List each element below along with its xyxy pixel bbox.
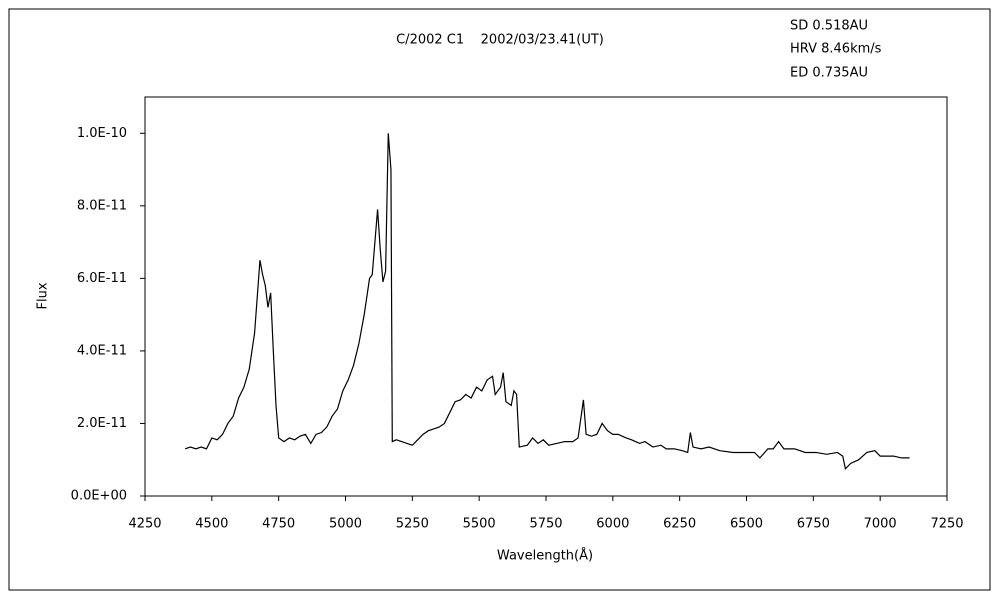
- x-tick-label: 6000: [596, 517, 629, 532]
- x-tick-label: 6750: [797, 517, 830, 532]
- plot-area: [144, 96, 948, 497]
- chart-title: C/2002 C1 2002/03/23.41(UT): [396, 33, 604, 48]
- x-tick-label: 6500: [730, 517, 763, 532]
- annotation: HRV 8.46km/s: [790, 42, 882, 57]
- x-tick-label: 5750: [529, 517, 562, 532]
- y-tick-label: 6.0E-11: [77, 271, 127, 286]
- x-tick-label: 5500: [463, 517, 496, 532]
- x-tick-label: 6250: [663, 517, 696, 532]
- x-tick-label: 7000: [864, 517, 897, 532]
- annotation: SD 0.518AU: [790, 19, 868, 34]
- x-tick-label: 4250: [128, 517, 161, 532]
- x-axis-label: Wavelength(Å): [497, 548, 593, 564]
- x-tick-label: 5250: [396, 517, 429, 532]
- y-tick-label: 8.0E-11: [77, 198, 127, 213]
- x-tick-label: 4500: [195, 517, 228, 532]
- y-tick-label: 2.0E-11: [77, 416, 127, 431]
- x-tick-label: 5000: [329, 517, 362, 532]
- y-axis-label: Flux: [36, 282, 51, 309]
- y-tick-label: 1.0E-10: [77, 126, 127, 141]
- y-tick-label: 4.0E-11: [77, 343, 127, 358]
- spectrum-line: [184, 133, 910, 471]
- annotation: ED 0.735AU: [790, 66, 868, 81]
- x-tick-label: 4750: [262, 517, 295, 532]
- x-tick-label: 7250: [930, 517, 963, 532]
- y-tick-label: 0.0E+00: [71, 489, 127, 504]
